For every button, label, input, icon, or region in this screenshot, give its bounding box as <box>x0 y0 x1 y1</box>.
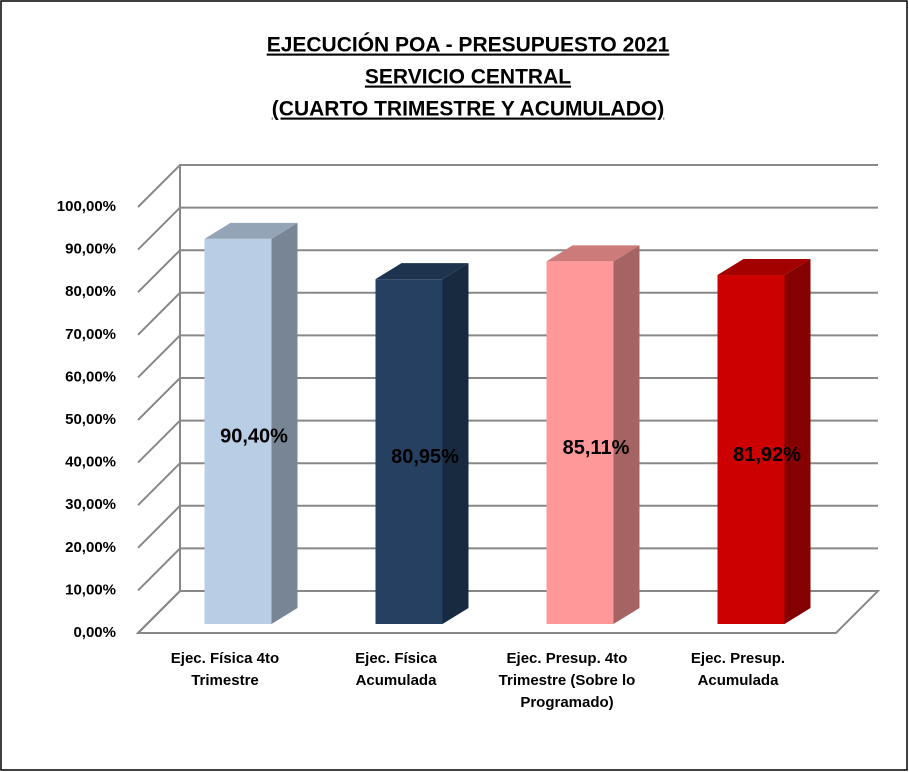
bar <box>717 275 785 624</box>
grid-line <box>137 249 878 293</box>
grid-line <box>137 164 878 208</box>
y-tick-label: 60,00% <box>65 368 116 385</box>
grid-line <box>137 206 878 251</box>
data-label: 90,40% <box>220 426 288 448</box>
x-tick-label: Ejec. Presup. 4to Trimestre (Sobre lo Pr… <box>498 650 636 711</box>
bar-top <box>375 263 469 280</box>
grid-line <box>137 419 878 464</box>
y-tick-label: 10,00% <box>65 581 116 598</box>
grid-line <box>137 547 878 592</box>
y-tick-label: 40,00% <box>65 454 116 471</box>
x-tick-label: Ejec. Física Acumulada <box>355 650 437 689</box>
bar-side <box>784 259 811 624</box>
chart-title: (CUARTO TRIMESTRE Y ACUMULADO) <box>272 98 664 121</box>
grid-line <box>137 462 878 506</box>
bar <box>546 261 614 624</box>
x-tick-label: Ejec. Física 4to Trimestre <box>170 650 280 689</box>
data-label: 85,11% <box>563 437 630 459</box>
y-tick-label: 20,00% <box>65 539 116 556</box>
data-label: 81,92% <box>733 444 801 466</box>
y-tick-label: 80,00% <box>65 283 116 300</box>
y-tick-label: 50,00% <box>65 411 116 428</box>
bar <box>375 279 443 624</box>
bar-side <box>271 222 298 624</box>
chart-title: EJECUCIÓN POA - PRESUPUESTO 2021 <box>267 33 670 57</box>
grid-line <box>137 504 878 549</box>
grid-line <box>137 377 878 421</box>
bar-top <box>546 245 640 262</box>
y-tick-label: 0,00% <box>73 624 116 641</box>
data-label: 80,95% <box>391 446 459 468</box>
y-tick-label: 90,00% <box>65 241 116 258</box>
bar-top <box>204 222 298 239</box>
chart-title: SERVICIO CENTRAL <box>365 66 571 89</box>
bar-top <box>717 259 811 276</box>
y-tick-label: 30,00% <box>65 496 116 513</box>
y-tick-label: 70,00% <box>65 326 116 343</box>
x-tick-label: Ejec. Presup. Acumulada <box>690 650 786 689</box>
y-tick-label: 100,00% <box>57 198 116 215</box>
grid-line <box>137 334 878 379</box>
grid-line <box>137 291 878 336</box>
bar-side <box>442 263 469 624</box>
bar-side <box>613 245 640 624</box>
bar <box>204 238 272 624</box>
grid-line <box>137 590 878 634</box>
plot: 0,00% 10,00% 20,00% 30,00% 40,00% 50,00% 60,00… <box>57 164 881 641</box>
